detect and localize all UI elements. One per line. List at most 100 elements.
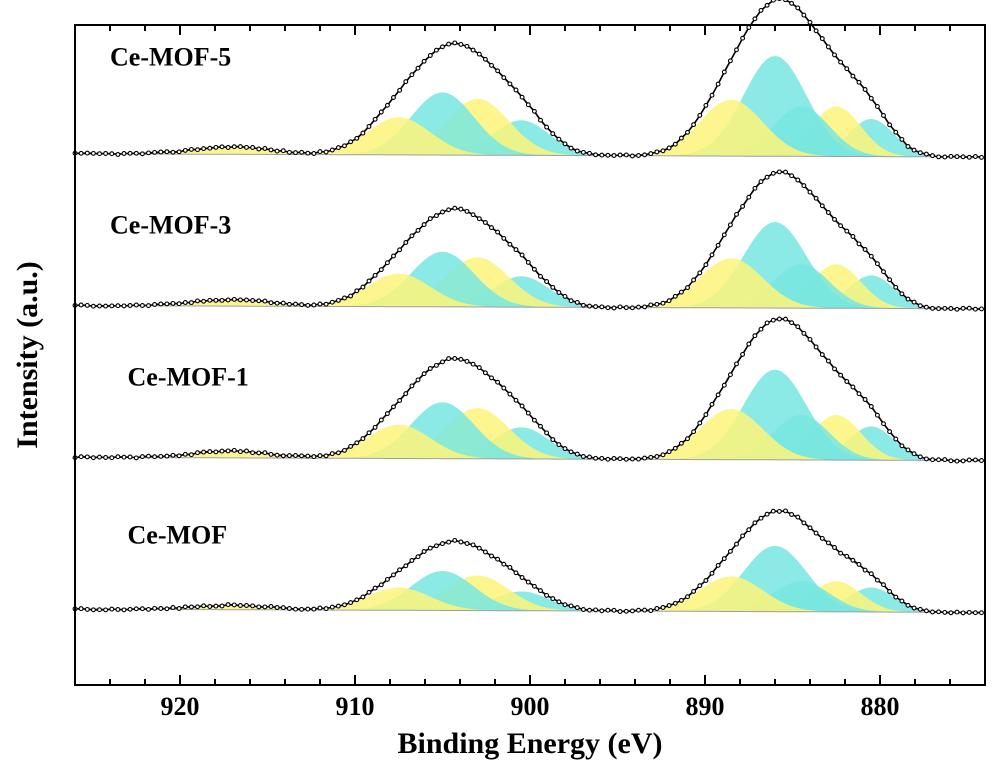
data-point (367, 431, 371, 435)
data-point (251, 604, 255, 608)
data-point (490, 226, 494, 230)
data-point (122, 608, 126, 612)
data-point (263, 605, 267, 609)
data-point (337, 604, 341, 608)
data-point (974, 611, 978, 615)
x-tick-label: 900 (511, 692, 550, 721)
data-point (906, 448, 910, 452)
data-point (741, 534, 745, 538)
data-point (526, 411, 530, 415)
data-point (337, 299, 341, 303)
data-point (759, 327, 763, 331)
data-point (949, 611, 953, 615)
data-point (980, 459, 984, 463)
data-point (722, 557, 726, 561)
data-point (814, 29, 818, 33)
data-point (349, 294, 353, 298)
data-point (508, 82, 512, 86)
data-point (471, 362, 475, 366)
data-point (196, 148, 200, 152)
data-point (600, 609, 604, 613)
data-point (876, 578, 880, 582)
data-point (918, 455, 922, 459)
data-point (220, 145, 224, 149)
data-point (533, 109, 537, 113)
data-point (165, 302, 169, 306)
data-point (600, 153, 604, 157)
data-point (134, 607, 138, 611)
data-point (453, 41, 457, 45)
data-point (441, 360, 445, 364)
data-point (183, 452, 187, 456)
data-point (159, 302, 163, 306)
data-point (949, 155, 953, 159)
data-point (643, 153, 647, 157)
data-point (214, 604, 218, 608)
data-point (673, 294, 677, 298)
data-point (79, 607, 83, 611)
data-point (551, 132, 555, 136)
data-point (239, 298, 243, 302)
data-point (894, 130, 898, 134)
data-point (98, 608, 102, 612)
data-point (808, 338, 812, 342)
data-point (955, 155, 959, 159)
data-point (539, 589, 543, 593)
data-point (428, 217, 432, 221)
data-point (661, 301, 665, 305)
data-point (306, 304, 310, 308)
data-point (545, 594, 549, 598)
data-point (514, 248, 518, 252)
data-point (637, 608, 641, 612)
data-point (226, 146, 230, 150)
data-point (588, 304, 592, 308)
data-point (680, 599, 684, 603)
data-point (735, 542, 739, 546)
data-point (716, 393, 720, 397)
data-point (416, 555, 420, 559)
data-point (704, 413, 708, 417)
data-point (471, 48, 475, 52)
data-point (980, 307, 984, 311)
data-point (484, 221, 488, 225)
data-point (557, 291, 561, 295)
data-point (288, 607, 292, 611)
data-point (575, 606, 579, 610)
data-point (545, 125, 549, 129)
data-point (735, 48, 739, 52)
data-point (122, 152, 126, 156)
data-point (367, 590, 371, 594)
data-point (257, 299, 261, 303)
data-point (226, 603, 230, 607)
data-point (606, 608, 610, 612)
data-point (202, 604, 206, 608)
data-point (888, 278, 892, 282)
x-tick-label: 910 (336, 692, 375, 721)
data-point (251, 299, 255, 303)
data-point (263, 299, 267, 303)
data-point (459, 207, 463, 211)
data-point (220, 449, 224, 453)
data-point (177, 607, 181, 611)
data-point (814, 531, 818, 535)
data-point (165, 454, 169, 458)
data-point (98, 304, 102, 308)
data-point (882, 270, 886, 274)
data-point (361, 595, 365, 599)
data-point (765, 175, 769, 179)
data-point (808, 526, 812, 530)
data-point (153, 303, 157, 307)
data-point (943, 307, 947, 311)
data-point (477, 366, 481, 370)
data-point (232, 145, 236, 149)
data-point (183, 301, 187, 305)
data-point (386, 578, 390, 582)
data-point (839, 60, 843, 64)
data-point (643, 456, 647, 460)
data-point (716, 564, 720, 568)
data-point (312, 152, 316, 156)
data-point (465, 360, 469, 364)
data-point (361, 437, 365, 441)
data-point (667, 299, 671, 303)
data-point (753, 186, 757, 190)
